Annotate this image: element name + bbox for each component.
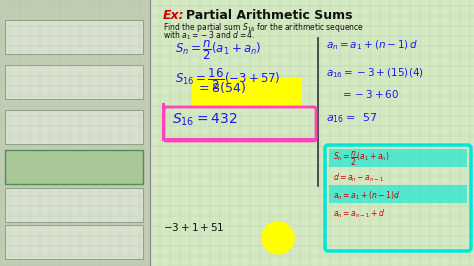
Text: $S_{16} = \dfrac{16}{2}(-3 + 57)$: $S_{16} = \dfrac{16}{2}(-3 + 57)$ xyxy=(175,66,280,92)
Text: $S_n = \dfrac{n}{2}(a_1 + a_n)$: $S_n = \dfrac{n}{2}(a_1 + a_n)$ xyxy=(175,38,262,62)
Bar xyxy=(5,225,143,259)
Text: $= -3 + 60$: $= -3 + 60$ xyxy=(340,88,399,100)
Text: $S_n = \dfrac{n}{2}(a_1 + a_n)$: $S_n = \dfrac{n}{2}(a_1 + a_n)$ xyxy=(333,150,390,168)
Bar xyxy=(5,150,143,184)
Bar xyxy=(5,65,143,99)
Circle shape xyxy=(262,222,294,254)
Text: $S_{16} = 432$: $S_{16} = 432$ xyxy=(172,112,237,128)
Text: $a_{16} = -3 + (15)(4)$: $a_{16} = -3 + (15)(4)$ xyxy=(326,66,424,80)
Bar xyxy=(329,185,467,203)
Text: Partial Arithmetic Sums: Partial Arithmetic Sums xyxy=(186,9,353,22)
Text: $a_{16} = \;\; 57$: $a_{16} = \;\; 57$ xyxy=(326,111,377,125)
Bar xyxy=(192,78,302,106)
Text: $a_n = a_{n-1} + d$: $a_n = a_{n-1} + d$ xyxy=(333,208,385,221)
Bar xyxy=(5,110,143,144)
Text: $-3 + 1 + 51$: $-3 + 1 + 51$ xyxy=(163,221,225,233)
Text: $d = a_n - a_{n-1}$: $d = a_n - a_{n-1}$ xyxy=(333,172,384,185)
Text: with $a_1 = -3$ and $d = 4$.: with $a_1 = -3$ and $d = 4$. xyxy=(163,29,255,41)
Bar xyxy=(329,149,467,167)
Text: Ex:: Ex: xyxy=(163,9,185,22)
Text: $a_n = a_1 + (n-1)\,d$: $a_n = a_1 + (n-1)\,d$ xyxy=(326,38,419,52)
Bar xyxy=(5,150,143,184)
Bar xyxy=(5,188,143,222)
Text: $= 8(54)$: $= 8(54)$ xyxy=(196,80,246,95)
Bar xyxy=(0,0,150,266)
Text: $a_n = a_1 + (n-1)d$: $a_n = a_1 + (n-1)d$ xyxy=(333,190,400,202)
Text: Find the partial sum $S_{16}$ for the arithmetic sequence: Find the partial sum $S_{16}$ for the ar… xyxy=(163,21,364,34)
Bar xyxy=(5,20,143,54)
